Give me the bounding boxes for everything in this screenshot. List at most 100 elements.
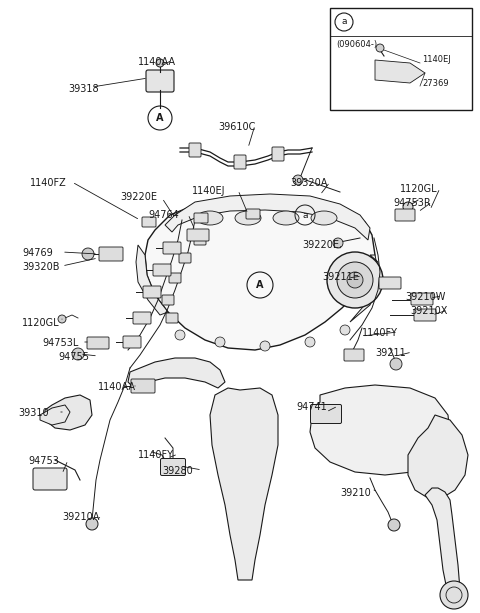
Text: 39220E: 39220E xyxy=(120,192,157,202)
Circle shape xyxy=(156,59,164,67)
FancyBboxPatch shape xyxy=(99,247,123,261)
Text: 1140EJ: 1140EJ xyxy=(422,56,451,64)
Circle shape xyxy=(390,358,402,370)
FancyBboxPatch shape xyxy=(179,253,191,263)
FancyBboxPatch shape xyxy=(166,313,178,323)
Polygon shape xyxy=(165,194,370,240)
Text: 94769: 94769 xyxy=(22,248,53,258)
Circle shape xyxy=(376,44,384,52)
Text: 94753L: 94753L xyxy=(42,338,78,348)
Text: 39210: 39210 xyxy=(340,488,371,498)
Circle shape xyxy=(337,262,373,298)
Text: 27369: 27369 xyxy=(422,80,449,88)
Text: 94764: 94764 xyxy=(148,210,179,220)
FancyBboxPatch shape xyxy=(344,349,364,361)
FancyBboxPatch shape xyxy=(189,143,201,157)
Text: 39320A: 39320A xyxy=(290,178,327,188)
Text: 94755: 94755 xyxy=(58,352,89,362)
Polygon shape xyxy=(40,405,70,425)
Ellipse shape xyxy=(311,211,337,225)
Text: 39211E: 39211E xyxy=(322,272,359,282)
Polygon shape xyxy=(375,60,425,83)
Circle shape xyxy=(327,252,383,308)
Circle shape xyxy=(86,518,98,530)
Circle shape xyxy=(333,238,343,248)
Polygon shape xyxy=(210,388,278,580)
FancyBboxPatch shape xyxy=(414,309,436,321)
Text: 1140FY: 1140FY xyxy=(138,450,174,460)
FancyBboxPatch shape xyxy=(187,229,209,241)
Text: 94753R: 94753R xyxy=(393,198,431,208)
Text: 39210W: 39210W xyxy=(405,292,445,302)
Circle shape xyxy=(293,175,303,185)
FancyBboxPatch shape xyxy=(162,295,174,305)
Text: 39211: 39211 xyxy=(375,348,406,358)
Polygon shape xyxy=(408,415,468,498)
FancyBboxPatch shape xyxy=(311,405,341,424)
FancyBboxPatch shape xyxy=(33,468,67,490)
Bar xyxy=(330,8,472,110)
Polygon shape xyxy=(310,385,450,475)
FancyBboxPatch shape xyxy=(234,155,246,169)
Text: 39320B: 39320B xyxy=(22,262,60,272)
Polygon shape xyxy=(425,488,460,595)
Ellipse shape xyxy=(235,211,261,225)
FancyBboxPatch shape xyxy=(411,293,433,305)
Text: 39210X: 39210X xyxy=(410,306,447,316)
Polygon shape xyxy=(145,198,375,350)
Text: 94753: 94753 xyxy=(28,456,59,466)
Text: 39210A: 39210A xyxy=(62,512,99,522)
FancyBboxPatch shape xyxy=(143,286,161,298)
Text: 39318: 39318 xyxy=(68,84,98,94)
Circle shape xyxy=(347,272,363,288)
Text: 1140AA: 1140AA xyxy=(98,382,136,392)
Text: A: A xyxy=(256,280,264,290)
Polygon shape xyxy=(136,245,168,315)
Ellipse shape xyxy=(197,211,223,225)
Circle shape xyxy=(175,330,185,340)
Circle shape xyxy=(305,337,315,347)
FancyBboxPatch shape xyxy=(169,273,181,283)
FancyBboxPatch shape xyxy=(123,336,141,348)
Polygon shape xyxy=(45,395,92,430)
Text: 94741: 94741 xyxy=(296,402,327,412)
Circle shape xyxy=(82,248,94,260)
Circle shape xyxy=(260,341,270,351)
Text: 39310: 39310 xyxy=(18,408,48,418)
Text: 39220E: 39220E xyxy=(302,240,339,250)
FancyBboxPatch shape xyxy=(146,70,174,92)
Text: 39610C: 39610C xyxy=(218,122,255,132)
Text: 39280: 39280 xyxy=(162,466,193,476)
FancyBboxPatch shape xyxy=(379,277,401,289)
Circle shape xyxy=(72,348,84,360)
FancyBboxPatch shape xyxy=(142,217,156,227)
Text: 1120GL: 1120GL xyxy=(400,184,438,194)
FancyBboxPatch shape xyxy=(133,312,151,324)
Circle shape xyxy=(403,202,413,212)
FancyBboxPatch shape xyxy=(194,235,206,245)
Text: 1140EJ: 1140EJ xyxy=(192,186,226,196)
Text: A: A xyxy=(156,113,164,123)
FancyBboxPatch shape xyxy=(153,264,171,276)
Circle shape xyxy=(215,337,225,347)
Polygon shape xyxy=(128,358,225,390)
Text: (090604-): (090604-) xyxy=(336,40,377,49)
Circle shape xyxy=(388,519,400,531)
Text: a: a xyxy=(302,210,308,219)
Text: 1140AA: 1140AA xyxy=(138,57,176,67)
Text: 1120GL: 1120GL xyxy=(22,318,60,328)
Circle shape xyxy=(340,325,350,335)
FancyBboxPatch shape xyxy=(272,147,284,161)
Text: 1140FY: 1140FY xyxy=(362,328,398,338)
FancyBboxPatch shape xyxy=(87,337,109,349)
Circle shape xyxy=(58,315,66,323)
FancyBboxPatch shape xyxy=(395,209,415,221)
FancyBboxPatch shape xyxy=(194,213,208,223)
Ellipse shape xyxy=(273,211,299,225)
Text: a: a xyxy=(341,18,347,26)
Polygon shape xyxy=(350,255,378,322)
FancyBboxPatch shape xyxy=(131,379,155,393)
Text: 1140FZ: 1140FZ xyxy=(30,178,67,188)
FancyBboxPatch shape xyxy=(160,459,185,476)
FancyBboxPatch shape xyxy=(246,209,260,219)
